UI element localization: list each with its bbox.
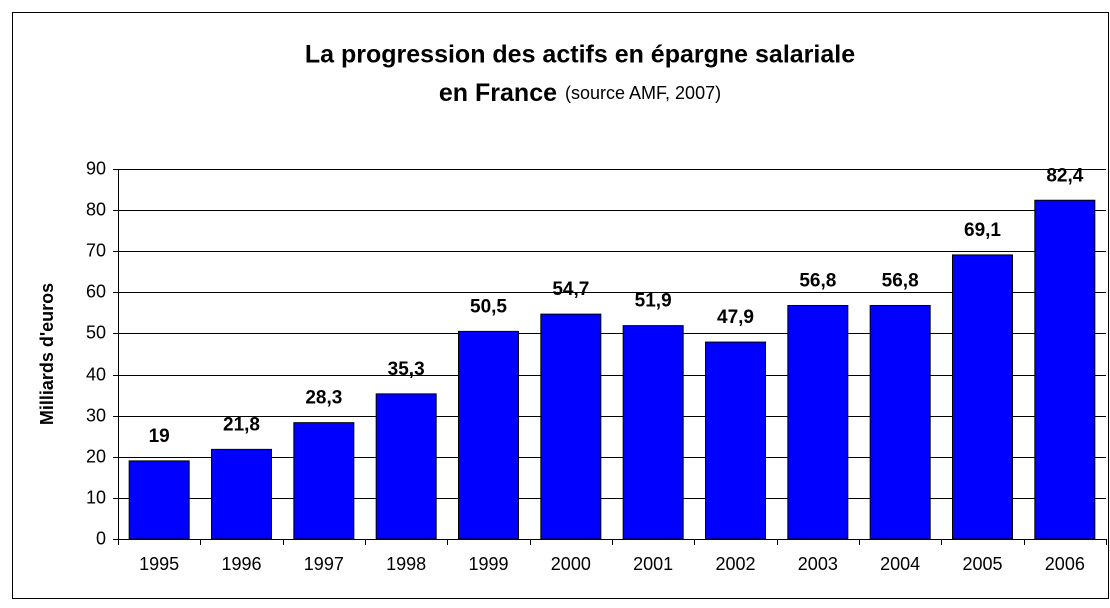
y-tick-label: 50: [86, 322, 106, 342]
value-label: 82,4: [1046, 165, 1083, 186]
y-tick-label: 40: [86, 364, 106, 384]
value-label: 54,7: [552, 279, 589, 300]
value-label: 50,5: [470, 296, 507, 317]
bar: [128, 460, 190, 540]
x-tick-label: 2005: [962, 554, 1002, 574]
bar: [458, 330, 519, 540]
chart-subtitle: (source AMF, 2007): [565, 83, 721, 103]
bar: [952, 254, 1013, 540]
bar: [622, 325, 684, 540]
y-tick-label: 10: [86, 487, 106, 507]
value-label: 19: [149, 426, 170, 447]
x-tick-label: 2002: [715, 554, 755, 574]
x-tick-label: 2000: [551, 554, 591, 574]
y-tick-label: 30: [86, 405, 106, 425]
x-tick-label: 2004: [880, 554, 920, 574]
x-tick-label: 1998: [386, 554, 426, 574]
x-tick-label: 1995: [139, 554, 179, 574]
chart-border: [12, 12, 1109, 599]
value-label: 47,9: [717, 307, 754, 328]
bar: [869, 304, 931, 540]
bar: [540, 313, 602, 540]
bar: [705, 341, 766, 540]
y-tick-label: 20: [86, 446, 106, 466]
y-tick-label: 60: [86, 281, 106, 301]
chart-title-line2: en France (source AMF, 2007): [439, 79, 721, 107]
x-tick-label: 1999: [468, 554, 508, 574]
chart-title: La progression des actifs en épargne sal…: [305, 41, 855, 69]
value-label: 56,8: [799, 271, 836, 292]
value-label: 56,8: [882, 271, 919, 292]
value-label: 51,9: [635, 291, 672, 312]
y-tick-label: 0: [96, 528, 106, 548]
value-label: 21,8: [223, 414, 260, 435]
y-tick-label: 80: [86, 199, 106, 219]
chart-title: en France: [439, 79, 557, 107]
value-label: 35,3: [388, 359, 425, 380]
value-label: 69,1: [964, 220, 1001, 241]
x-tick-label: 2001: [633, 554, 673, 574]
y-axis-label: Milliards d'euros: [37, 283, 57, 425]
bar: [375, 393, 437, 540]
bar: [1034, 199, 1096, 540]
value-label: 28,3: [305, 388, 342, 409]
bar: [211, 448, 272, 540]
bar: [787, 304, 849, 540]
x-tick-label: 2006: [1045, 554, 1085, 574]
x-tick-label: 1996: [221, 554, 261, 574]
x-tick-label: 2003: [798, 554, 838, 574]
y-tick-label: 70: [86, 240, 106, 260]
y-tick-label: 90: [86, 158, 106, 178]
x-tick-label: 1997: [304, 554, 344, 574]
bar: [293, 422, 355, 540]
